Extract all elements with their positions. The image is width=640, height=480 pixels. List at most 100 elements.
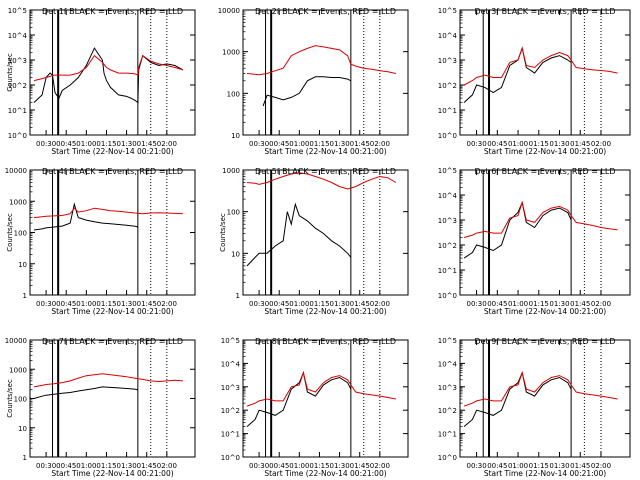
x-tick-label: 02:00 [157, 140, 177, 148]
x-axis-label: Start Time (22-Nov-14 00:21:00) [51, 469, 173, 478]
y-tick-label: 10^4 [438, 32, 458, 40]
x-tick-label: 00:45 [487, 140, 507, 148]
x-tick-label: 01:15 [309, 140, 329, 148]
chart-title: Det 1f BLACK = Events, RED = LLD [42, 7, 183, 16]
x-tick-label: 01:30 [116, 300, 136, 308]
y-tick-label: 100 [14, 230, 27, 238]
plot-frame [242, 169, 409, 296]
x-tick-label: 01:15 [529, 300, 549, 308]
x-tick-label: 00:45 [269, 462, 289, 470]
x-tick-label: 01:00 [289, 140, 309, 148]
x-tick-label: 02:00 [591, 300, 611, 308]
x-tick-label: 00:30 [466, 140, 486, 148]
x-tick-label: 00:30 [249, 140, 269, 148]
y-tick-label: 10^2 [438, 82, 457, 90]
y-tick-label: 10^0 [221, 454, 240, 462]
x-tick-label: 01:15 [309, 462, 329, 470]
y-tick-label: 10^3 [438, 217, 457, 225]
chart-title: Det 7f BLACK = Events, RED = LLD [42, 337, 183, 346]
y-tick-label: 10^4 [221, 360, 241, 368]
x-tick-label: 02:00 [591, 462, 611, 470]
x-tick-label: 01:45 [350, 462, 370, 470]
x-tick-label: 02:00 [370, 462, 390, 470]
x-tick-label: 00:45 [56, 300, 76, 308]
x-tick-label: 01:30 [329, 300, 349, 308]
y-tick-label: 10^5 [438, 7, 457, 15]
y-tick-label: 10^5 [8, 7, 27, 15]
y-tick-label: 10 [231, 132, 240, 140]
y-tick-label: 10^3 [438, 384, 457, 392]
y-tick-label: 10^2 [438, 407, 457, 415]
x-tick-label: 01:15 [529, 462, 549, 470]
x-tick-label: 01:00 [76, 462, 96, 470]
lld-series-line [463, 370, 618, 407]
x-tick-label: 00:30 [466, 300, 486, 308]
y-tick-label: 10000 [218, 7, 240, 15]
chart-title: Det 9f BLACK = Events, RED = LLD [474, 337, 615, 346]
lld-series-line [33, 373, 183, 388]
x-tick-label: 01:45 [570, 462, 590, 470]
plot-frame [459, 339, 631, 458]
x-tick-label: 01:00 [76, 140, 96, 148]
plot-frame [459, 9, 631, 136]
x-tick-label: 01:45 [570, 140, 590, 148]
x-axis-label: Start Time (22-Nov-14 00:21:00) [264, 147, 386, 156]
y-tick-label: 10^5 [438, 337, 457, 345]
plot-frame [459, 169, 631, 296]
panel-det4: 1 10 100 1000 10000 00:30 00:45 01:00 01:15 01:30… [5, 167, 196, 316]
x-tick-label: 01:30 [549, 140, 569, 148]
y-tick-label: 10 [18, 425, 27, 433]
y-tick-label: 10^2 [8, 82, 27, 90]
x-tick-label: 01:45 [570, 300, 590, 308]
events-series-line [33, 202, 139, 231]
x-tick-label: 01:45 [137, 300, 157, 308]
x-tick-label: 01:30 [329, 140, 349, 148]
chart-title: Det 4f BLACK = Events, RED = LLD [42, 167, 183, 176]
x-tick-label: 00:30 [36, 300, 56, 308]
lld-series-line [463, 46, 618, 86]
plot-frame [242, 9, 409, 136]
y-tick-label: 10^0 [438, 132, 457, 140]
x-tick-label: 01:30 [329, 462, 349, 470]
y-tick-label: 10 [18, 261, 27, 269]
lld-series-line [463, 200, 618, 238]
y-tick-label: 10^1 [8, 107, 27, 115]
plot-frame [29, 169, 196, 296]
y-tick-label: 100 [227, 90, 240, 98]
y-axis-label: Counts/sec [6, 379, 14, 418]
x-axis-label: Start Time (22-Nov-14 00:21:00) [484, 469, 606, 478]
y-tick-label: 10^5 [438, 167, 457, 175]
x-tick-label: 00:45 [269, 300, 289, 308]
y-tick-label: 10^4 [438, 360, 458, 368]
x-axis-label: Start Time (22-Nov-14 00:21:00) [51, 147, 173, 156]
x-tick-label: 01:45 [137, 462, 157, 470]
panel-det3: 10^010^110^210^310^410^500:30 00:45 01:00 0… [438, 7, 631, 156]
x-axis-label: Start Time (22-Nov-14 00:21:00) [484, 147, 606, 156]
x-axis-label: Start Time (22-Nov-14 00:21:00) [264, 469, 386, 478]
lld-series-line [33, 207, 183, 219]
x-tick-label: 01:30 [549, 462, 569, 470]
y-tick-label: 1000 [9, 366, 27, 374]
x-tick-label: 02:00 [157, 462, 177, 470]
y-tick-label: 10^0 [8, 132, 27, 140]
x-tick-label: 00:45 [487, 300, 507, 308]
y-axis-label: Counts/sec [6, 53, 14, 92]
lld-series-line [246, 45, 397, 76]
x-tick-label: 02:00 [591, 140, 611, 148]
events-series-line [463, 46, 572, 103]
y-tick-label: 1 [23, 292, 27, 300]
panel-det7: 1 10 100 1000 10000 00:30 00:45 01:00 01:15 01:30… [5, 337, 196, 478]
panel-det8: 10^010^110^210^310^410^500:30 00:45 01:00 0… [221, 337, 409, 478]
x-tick-label: 01:45 [137, 140, 157, 148]
chart-title: Det 2f BLACK = Events, RED = LLD [255, 7, 396, 16]
x-tick-label: 01:15 [96, 462, 116, 470]
x-axis-label: Start Time (22-Nov-14 00:21:00) [484, 307, 606, 316]
x-tick-label: 01:00 [508, 462, 528, 470]
events-series-line [463, 200, 572, 259]
y-tick-label: 10^1 [438, 267, 457, 275]
x-tick-label: 00:45 [269, 140, 289, 148]
x-tick-label: 01:30 [116, 140, 136, 148]
y-tick-label: 10^3 [8, 57, 27, 65]
